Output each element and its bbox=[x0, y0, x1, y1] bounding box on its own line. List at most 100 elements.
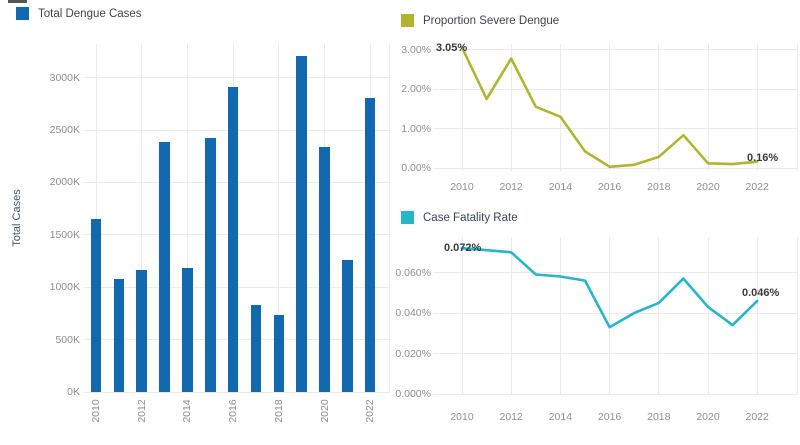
severe-dengue-legend-swatch bbox=[401, 14, 414, 27]
gridline bbox=[756, 44, 758, 171]
bar-2011[interactable] bbox=[113, 278, 125, 392]
bar-2012[interactable] bbox=[136, 270, 147, 392]
y-tick-label: 0.000% bbox=[395, 388, 431, 400]
bar-2016[interactable] bbox=[227, 87, 239, 392]
gridline bbox=[433, 312, 797, 314]
x-tick-label: 2016 bbox=[597, 181, 622, 193]
cropped-toolbar-artifact bbox=[8, 0, 27, 3]
total-cases-legend-label: Total Dengue Cases bbox=[38, 7, 142, 20]
cfr-line-svg bbox=[460, 246, 759, 329]
cfr-line[interactable] bbox=[460, 246, 759, 329]
gridline bbox=[84, 391, 391, 393]
gridline bbox=[559, 44, 561, 171]
cfr-panel: Case Fatality Rate 0.000% 0.020% 0.040% 0.0… bbox=[395, 195, 800, 445]
bar-2021[interactable] bbox=[342, 259, 353, 392]
x-tick-label: 2010 bbox=[450, 181, 474, 193]
x-tick-label: 2010 bbox=[450, 411, 474, 423]
gridline bbox=[84, 77, 391, 79]
total-cases-legend-swatch bbox=[16, 7, 29, 20]
x-tick-label: 2016 bbox=[597, 411, 622, 423]
x-tick-label: 2020 bbox=[318, 399, 331, 423]
x-tick-label: 2012 bbox=[135, 399, 148, 423]
gridline bbox=[433, 88, 797, 90]
gridline bbox=[95, 44, 97, 392]
x-tick-label: 2018 bbox=[647, 181, 671, 193]
bar-2018[interactable] bbox=[273, 315, 285, 392]
bar-2020[interactable] bbox=[319, 146, 330, 392]
severe-dengue-line[interactable] bbox=[460, 46, 759, 169]
x-tick-label: 2014 bbox=[548, 181, 573, 193]
gridline bbox=[433, 128, 797, 129]
bar-2022[interactable] bbox=[364, 97, 376, 392]
x-tick-label: 2022 bbox=[745, 411, 769, 423]
annotation-2022: 0.16% bbox=[747, 152, 779, 164]
gridline bbox=[707, 237, 709, 394]
x-tick-label: 2020 bbox=[696, 411, 720, 423]
severe-dengue-legend[interactable]: Proportion Severe Dengue bbox=[401, 14, 559, 27]
cfr-legend-swatch bbox=[401, 211, 414, 224]
gridline bbox=[278, 44, 280, 392]
x-tick-label: 2014 bbox=[548, 411, 573, 423]
annotation-2022: 0.046% bbox=[742, 287, 780, 299]
x-tick-label: 2014 bbox=[181, 399, 194, 423]
gridline bbox=[433, 49, 797, 50]
annotation-2010: 3.05% bbox=[436, 42, 468, 54]
bar-2015[interactable] bbox=[205, 138, 216, 392]
severe-dengue-panel: Proportion Severe Dengue 0.00% 1.00% 2.00%… bbox=[395, 0, 800, 195]
gridline bbox=[461, 44, 463, 171]
x-tick-label: 2010 bbox=[90, 399, 102, 423]
y-tick-label: 1500K bbox=[49, 228, 80, 241]
gridline bbox=[433, 393, 797, 395]
gridline bbox=[433, 167, 797, 169]
gridline bbox=[186, 44, 188, 392]
cfr-legend-label: Case Fatality Rate bbox=[423, 211, 518, 224]
annotation-2010: 0.072% bbox=[444, 242, 482, 254]
plot-right-border bbox=[796, 237, 798, 394]
cfr-legend[interactable]: Case Fatality Rate bbox=[401, 211, 518, 224]
gridline bbox=[707, 44, 709, 171]
gridline bbox=[433, 353, 797, 354]
y-tick-label: 1000K bbox=[49, 281, 80, 294]
bar-2014[interactable] bbox=[182, 268, 193, 392]
severe-dengue-legend-label: Proportion Severe Dengue bbox=[423, 14, 560, 27]
gridline bbox=[510, 44, 512, 171]
x-tick-label: 2018 bbox=[272, 399, 285, 423]
x-tick-label: 2016 bbox=[227, 399, 240, 423]
y-tick-label: 0.040% bbox=[395, 307, 431, 319]
y-tick-label: 2.00% bbox=[401, 83, 431, 95]
bar-2013[interactable] bbox=[159, 141, 170, 392]
y-tick-label: 0.020% bbox=[395, 347, 431, 360]
gridline bbox=[756, 237, 758, 394]
total-cases-plot: 0K 500K 1000K 1500K 2000K 2500K 3000K 2010 2012 2… bbox=[0, 0, 395, 445]
total-cases-legend[interactable]: Total Dengue Cases bbox=[16, 7, 142, 20]
x-tick-label: 2012 bbox=[499, 181, 523, 193]
gridline bbox=[559, 237, 561, 394]
gridline bbox=[609, 44, 611, 171]
bar-2017[interactable] bbox=[250, 305, 262, 392]
y-tick-label: 1.00% bbox=[401, 122, 431, 135]
x-tick-label: 2022 bbox=[364, 399, 377, 423]
y-tick-label: 0.00% bbox=[401, 162, 431, 174]
gridline bbox=[609, 237, 611, 394]
gridline bbox=[433, 272, 797, 273]
total-cases-panel: Total Dengue Cases Total Cases 0K 500K 100… bbox=[0, 0, 395, 445]
gridline bbox=[461, 237, 463, 394]
severe-dengue-line-svg bbox=[460, 46, 759, 169]
gridline bbox=[141, 44, 143, 392]
bar-2010[interactable] bbox=[90, 219, 102, 392]
x-tick-label: 2022 bbox=[745, 181, 769, 193]
severe-dengue-plot: 0.00% 1.00% 2.00% 3.00% 2010 2012 2014 2016 2018… bbox=[395, 0, 800, 195]
gridline bbox=[658, 237, 660, 394]
y-tick-label: 3000K bbox=[49, 71, 80, 84]
plot-right-border bbox=[796, 44, 798, 171]
plot-right-border bbox=[388, 44, 390, 392]
y-tick-label: 2000K bbox=[49, 176, 80, 189]
y-tick-label: 0K bbox=[67, 386, 80, 398]
x-tick-label: 2012 bbox=[499, 411, 523, 423]
x-tick-label: 2020 bbox=[696, 181, 720, 193]
bar-2019[interactable] bbox=[296, 55, 307, 392]
gridline bbox=[510, 237, 512, 394]
gridline bbox=[658, 44, 660, 171]
y-tick-label: 2500K bbox=[49, 124, 80, 136]
